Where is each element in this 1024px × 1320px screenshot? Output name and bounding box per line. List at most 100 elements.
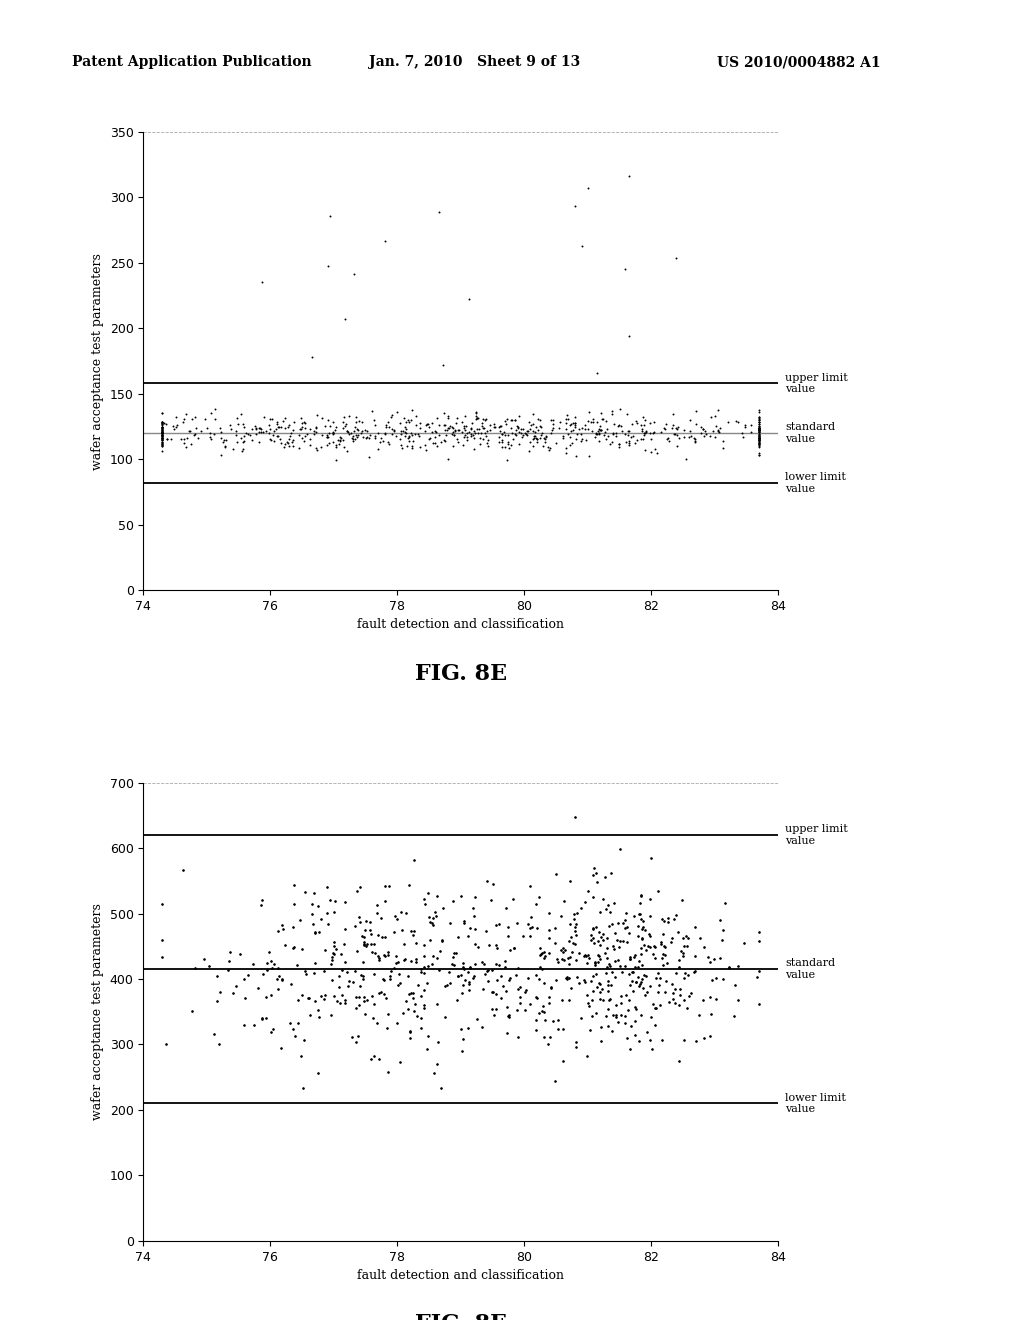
Point [294,417,310,438]
Point [622,949,638,970]
Point [666,424,682,445]
Point [433,432,450,453]
Point [536,1001,552,1022]
Point [305,424,322,445]
Point [591,424,607,445]
Point [300,987,316,1008]
Point [638,1022,654,1043]
Point [155,421,171,442]
Point [534,944,550,965]
Point [388,1012,404,1034]
Point [585,965,601,986]
Point [666,908,682,929]
Point [326,424,342,445]
Point [535,1001,551,1022]
Point [644,944,660,965]
Point [561,913,578,935]
Point [607,923,624,944]
Point [387,906,403,927]
Point [158,1034,174,1055]
Point [602,902,618,923]
Point [651,995,668,1016]
Point [467,933,483,954]
Point [457,958,473,979]
Point [712,909,728,931]
Point [524,917,541,939]
Point [155,418,171,440]
Point [528,432,545,453]
Point [539,425,555,446]
Point [334,958,350,979]
Point [694,418,711,440]
Point [325,432,341,453]
Point [290,990,306,1011]
Point [656,936,673,957]
Point [264,408,281,429]
Point [585,412,601,433]
Point [548,863,564,884]
Point [499,1023,515,1044]
Point [531,968,548,989]
Point [514,426,530,447]
Point [622,946,638,968]
Point [584,1005,600,1026]
Point [513,418,529,440]
Point [286,894,302,915]
Point [305,913,322,935]
Point [266,421,283,442]
Point [366,994,382,1015]
Point [384,418,400,440]
Point [592,935,608,956]
Point [481,414,498,436]
Point [621,432,637,453]
Point [294,428,310,449]
Point [294,412,310,433]
Point [459,426,475,447]
Point [454,982,470,1003]
Point [424,915,440,936]
Point [559,408,575,429]
Point [202,426,218,447]
Point [527,428,544,449]
Point [400,426,417,447]
Point [729,412,745,433]
Point [664,927,680,948]
Point [501,1005,517,1026]
Point [460,961,476,982]
Point [679,998,695,1019]
Point [751,426,767,447]
Point [469,418,485,440]
Point [352,422,369,444]
Point [272,1038,289,1059]
Point [270,417,287,438]
Point [751,429,767,450]
Point [592,974,608,995]
Point [177,404,194,425]
Point [705,421,721,442]
Point [305,421,322,442]
Point [474,978,490,999]
Point [357,428,374,449]
Point [726,1005,742,1026]
Point [751,417,767,438]
Point [372,432,388,453]
Point [347,916,364,937]
Point [500,433,516,454]
Point [290,1012,306,1034]
Point [455,434,471,455]
Point [183,409,200,430]
Point [402,1027,419,1048]
Point [281,414,297,436]
Point [455,974,471,995]
Point [400,426,417,447]
Point [354,412,371,433]
Point [381,875,397,896]
Point [233,441,250,462]
Point [598,411,614,432]
Point [710,421,726,442]
Point [751,420,767,441]
Point [155,420,171,441]
Point [337,416,353,437]
Point [686,428,702,449]
Point [492,416,508,437]
